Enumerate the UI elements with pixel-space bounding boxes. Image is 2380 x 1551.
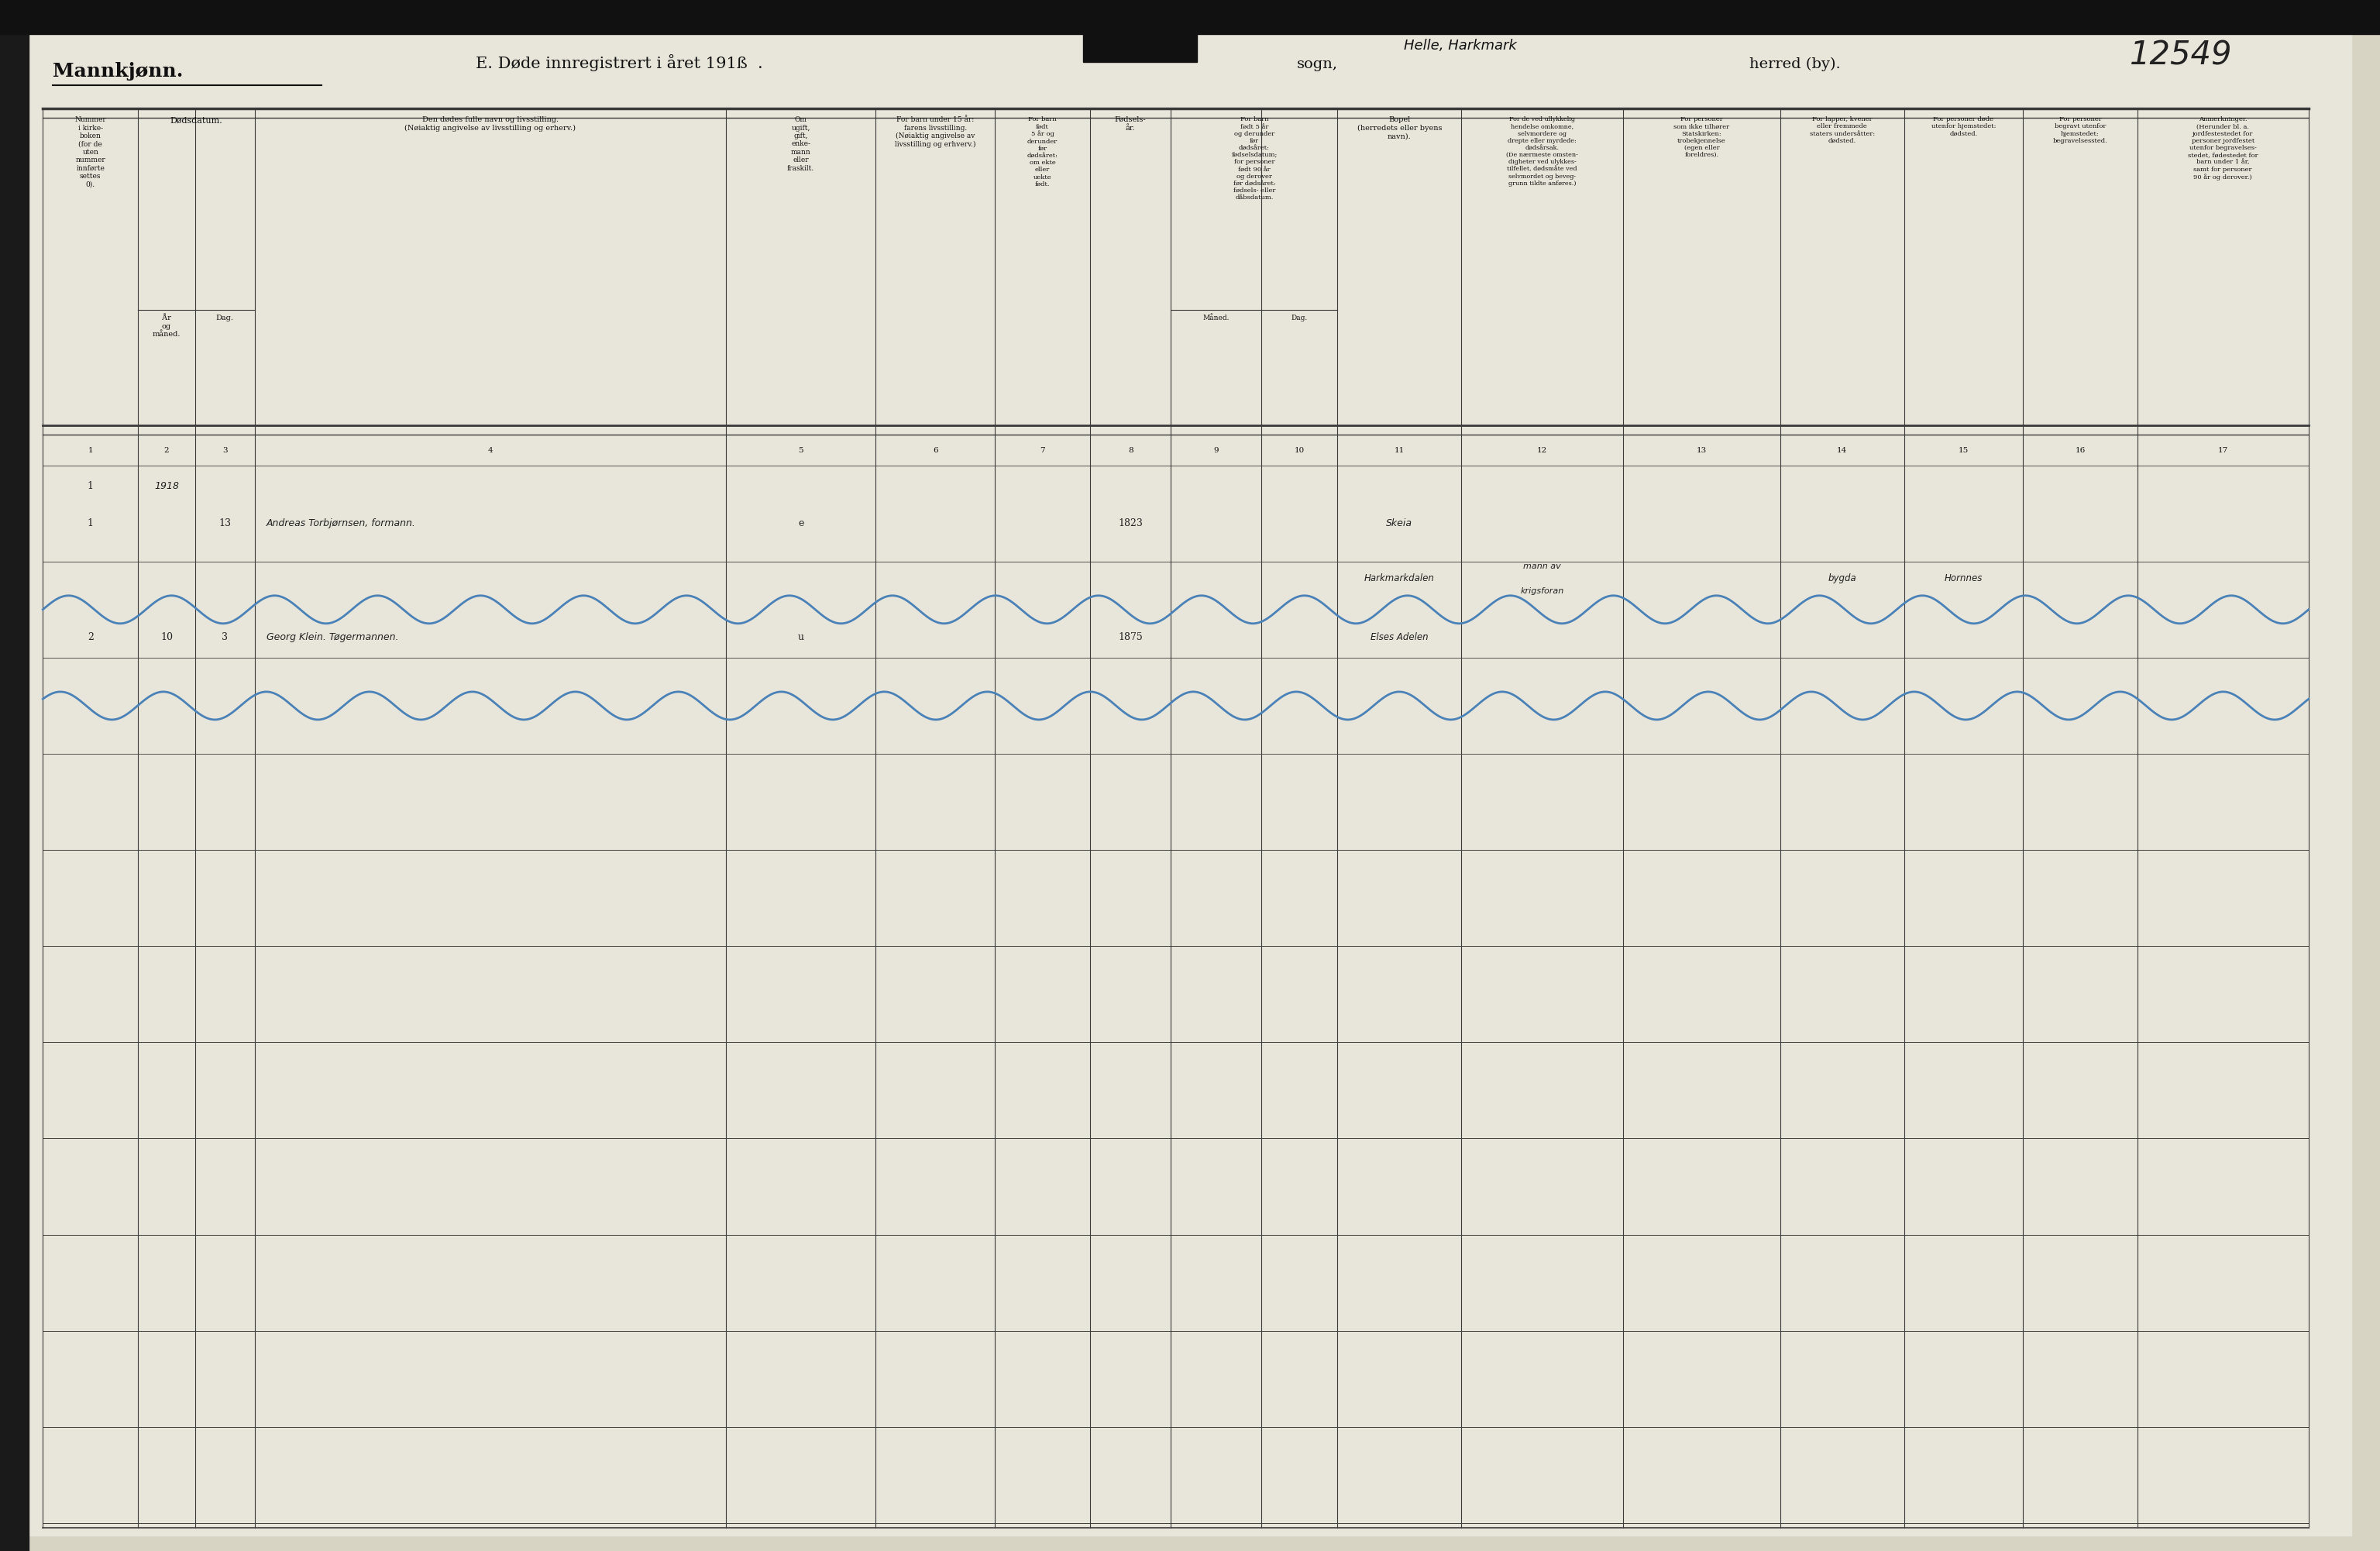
Text: 2: 2: [164, 447, 169, 453]
Text: For barn
født
5 år og
derunder
før
dødsåret:
om ekte
eller
uekte
født.: For barn født 5 år og derunder før dødså…: [1026, 116, 1059, 188]
Text: 7: 7: [1040, 447, 1045, 453]
Text: Skeia: Skeia: [1385, 518, 1414, 527]
Text: Anmerkninger.
(Herunder bl. a.
jordfestestedet for
personer jordfestet
utenfor b: Anmerkninger. (Herunder bl. a. jordfeste…: [2187, 116, 2259, 180]
Text: 12: 12: [1537, 447, 1547, 453]
Text: e: e: [797, 518, 804, 527]
Text: 4: 4: [488, 447, 493, 453]
Text: herred (by).: herred (by).: [1749, 57, 1840, 71]
Text: 17: 17: [2218, 447, 2228, 453]
Text: 3: 3: [221, 633, 228, 642]
Text: Dag.: Dag.: [1292, 315, 1307, 321]
Text: For personer døde
utenfor hjemstedet:
dødsted.: For personer døde utenfor hjemstedet: dø…: [1930, 116, 1997, 136]
Text: 1918: 1918: [155, 481, 178, 490]
Bar: [1083, 28, 1197, 62]
Text: Andreas Torbjørnsen, formann.: Andreas Torbjørnsen, formann.: [267, 518, 416, 527]
Bar: [0, 34, 29, 1551]
Text: 10: 10: [159, 633, 174, 642]
Text: Helle, Harkmark: Helle, Harkmark: [1404, 39, 1516, 53]
Text: Om
ugift,
gift,
enke-
mann
eller
fraskilt.: Om ugift, gift, enke- mann eller fraskil…: [788, 116, 814, 172]
Text: 15: 15: [1959, 447, 1968, 453]
Text: År
og
måned.: År og måned.: [152, 315, 181, 338]
Text: 9: 9: [1214, 447, 1219, 453]
Text: krigsforan: krigsforan: [1521, 588, 1564, 594]
Text: 16: 16: [2075, 447, 2085, 453]
Text: Dag.: Dag.: [217, 315, 233, 321]
Text: 1: 1: [88, 481, 93, 490]
Text: 14: 14: [1837, 447, 1847, 453]
Text: 11: 11: [1395, 447, 1404, 453]
Text: For lapper, kvener
eller fremmede
staters undersåtter:
dødsted.: For lapper, kvener eller fremmede stater…: [1809, 116, 1875, 144]
Text: Hornnes: Hornnes: [1944, 574, 1983, 583]
Text: bygda: bygda: [1828, 574, 1856, 583]
Bar: [0, 0, 2380, 34]
Text: Mannkjønn.: Mannkjønn.: [52, 62, 183, 81]
Text: Måned.: Måned.: [1202, 315, 1230, 321]
Text: 1: 1: [88, 447, 93, 453]
Text: 1875: 1875: [1119, 633, 1142, 642]
Text: For personer
begravt utenfor
hjemstedet:
begravelsessted.: For personer begravt utenfor hjemstedet:…: [2052, 116, 2109, 144]
Text: 3: 3: [221, 447, 228, 453]
Text: Harkmark: Harkmark: [1114, 39, 1183, 53]
Text: For barn under 15 år:
farens livsstilling.
(Nøiaktig angivelse av
livsstilling o: For barn under 15 år: farens livsstillin…: [895, 116, 976, 147]
Text: Elses Adelen: Elses Adelen: [1371, 633, 1428, 642]
Text: 13: 13: [1697, 447, 1706, 453]
Text: 6: 6: [933, 447, 938, 453]
Text: u: u: [797, 633, 804, 642]
Text: 10: 10: [1295, 447, 1304, 453]
Text: 1823: 1823: [1119, 518, 1142, 527]
Text: 2: 2: [88, 633, 93, 642]
Text: sogn,: sogn,: [1297, 57, 1338, 71]
Text: Den dødes fulle navn og livsstilling.
(Nøiaktig angivelse av livsstilling og erh: Den dødes fulle navn og livsstilling. (N…: [405, 116, 576, 132]
Text: Dødsdatum.: Dødsdatum.: [169, 116, 224, 124]
Text: Harkmarkdalen: Harkmarkdalen: [1364, 574, 1435, 583]
Text: For personer
som ikke tilhører
Statskirken:
trobekjennelse
(egen eller
foreldres: For personer som ikke tilhører Statskirk…: [1673, 116, 1730, 158]
Text: 12549: 12549: [2130, 39, 2232, 71]
Text: Georg Klein. Tøgermannen.: Georg Klein. Tøgermannen.: [267, 633, 400, 642]
Text: 5: 5: [797, 447, 804, 453]
Text: 13: 13: [219, 518, 231, 527]
Text: For de ved ullykkelig
hendelse omkomne,
selvmordere og
drepte eller myrdede:
død: For de ved ullykkelig hendelse omkomne, …: [1507, 116, 1578, 186]
Text: Nummer
i kirke-
boken
(for de
uten
nummer
innførte
settes
0).: Nummer i kirke- boken (for de uten numme…: [74, 116, 107, 188]
Text: Bopel
(herredets eller byens
navn).: Bopel (herredets eller byens navn).: [1357, 116, 1442, 140]
Text: Fødsels-
år.: Fødsels- år.: [1114, 116, 1147, 132]
Text: E. Døde innregistrert i året 191ß  .: E. Døde innregistrert i året 191ß .: [476, 54, 764, 71]
Text: 8: 8: [1128, 447, 1133, 453]
Text: 1: 1: [88, 518, 93, 527]
Text: For barn
født 5 år
og derunder
før
dødsåret:
fødselsdatum;
for personer
født 90 : For barn født 5 år og derunder før dødså…: [1230, 116, 1278, 202]
Text: mann av: mann av: [1523, 563, 1561, 569]
